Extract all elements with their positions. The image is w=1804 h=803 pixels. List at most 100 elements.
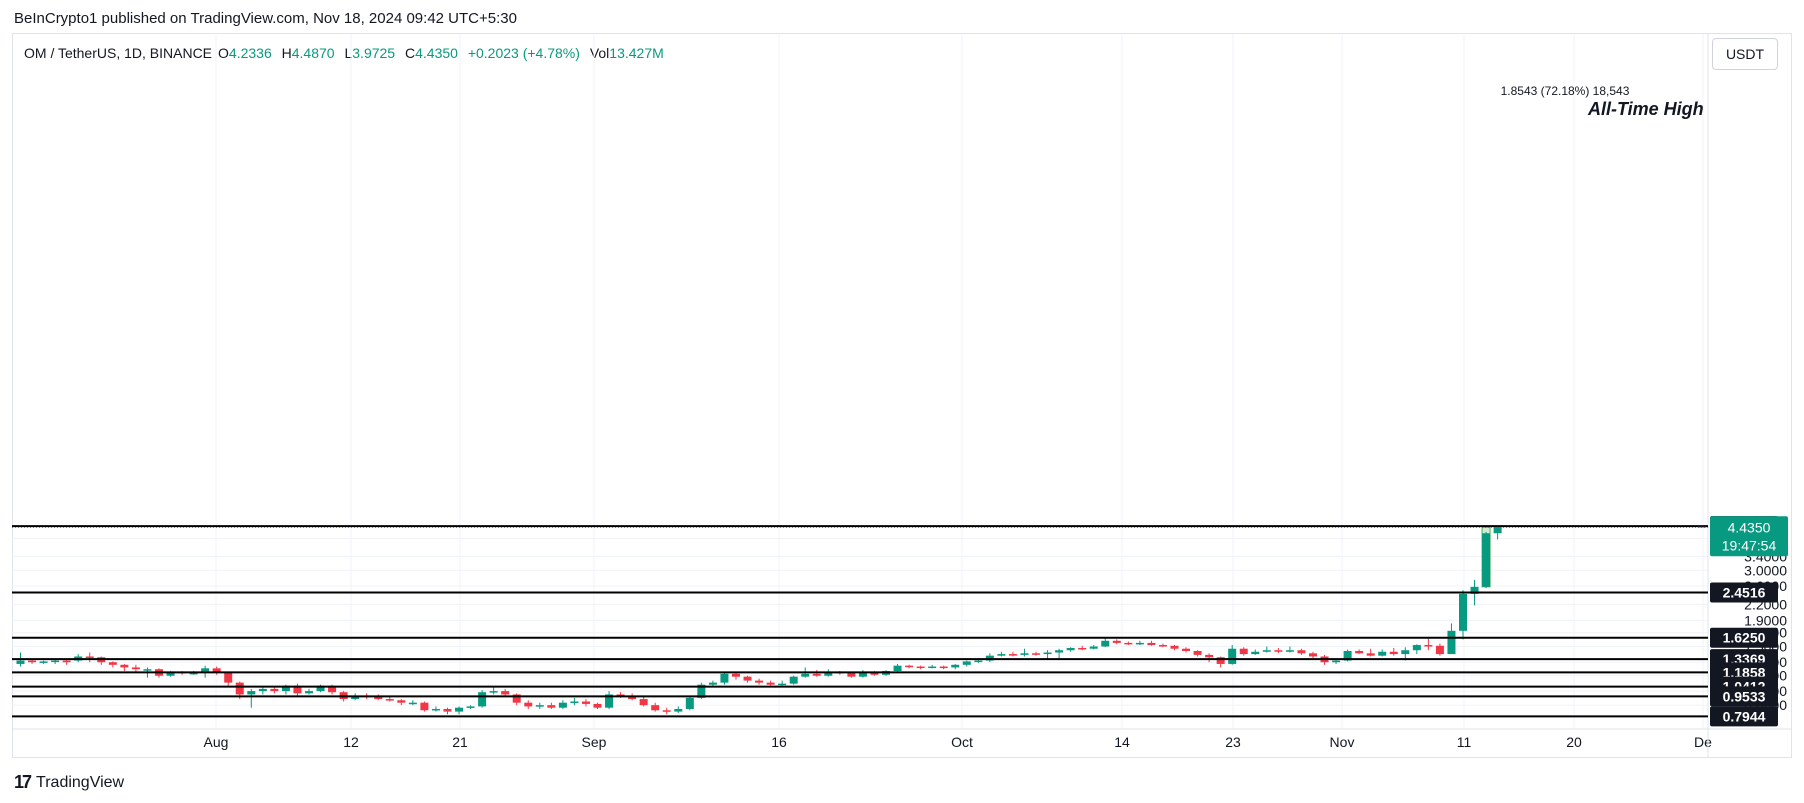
candle-body[interactable] [801, 673, 810, 677]
candle-body[interactable] [1447, 630, 1456, 655]
candle-body[interactable] [535, 705, 544, 707]
candle-body[interactable] [305, 691, 313, 694]
candle-body[interactable] [1147, 642, 1156, 646]
candle-body[interactable] [397, 700, 406, 703]
symbol-name[interactable]: OM / TetherUS, 1D, BINANCE [24, 45, 213, 61]
candle-body[interactable] [1482, 533, 1491, 587]
candle-body[interactable] [455, 707, 464, 712]
candle-body[interactable] [212, 668, 221, 673]
candle-body[interactable] [501, 691, 510, 695]
candle-body[interactable] [743, 676, 752, 681]
candle-body[interactable] [443, 708, 452, 712]
candle-body[interactable] [143, 669, 152, 671]
candle-body[interactable] [605, 694, 614, 708]
candle-body[interactable] [685, 697, 694, 709]
candle-body[interactable] [108, 662, 117, 665]
candle-body[interactable] [1401, 650, 1410, 655]
candle-body[interactable] [1274, 650, 1283, 652]
candle-body[interactable] [39, 661, 48, 663]
candle-body[interactable] [62, 660, 71, 663]
candle-body[interactable] [824, 671, 833, 676]
candle-body[interactable] [951, 664, 960, 668]
candle-body[interactable] [628, 696, 637, 700]
candle-body[interactable] [928, 666, 937, 669]
candle-body[interactable] [697, 684, 706, 698]
candle-body[interactable] [281, 685, 290, 692]
candle-body[interactable] [1008, 654, 1017, 656]
candle-body[interactable] [1366, 653, 1375, 656]
candle-body[interactable] [558, 702, 567, 708]
candle-body[interactable] [962, 661, 971, 665]
candle-body[interactable] [1470, 586, 1479, 594]
candle-body[interactable] [974, 660, 983, 663]
candle-body[interactable] [674, 708, 683, 712]
candle-body[interactable] [1355, 650, 1364, 654]
candle-body[interactable] [1412, 645, 1421, 651]
candle-body[interactable] [1078, 647, 1087, 650]
candle-body[interactable] [512, 694, 521, 703]
candle-body[interactable] [489, 691, 498, 693]
candle-body[interactable] [316, 685, 325, 692]
candle-body[interactable] [651, 705, 660, 711]
candle-body[interactable] [235, 682, 244, 695]
candle-body[interactable] [905, 665, 914, 668]
candle-body[interactable] [547, 705, 556, 708]
candle-body[interactable] [662, 710, 671, 712]
candle-body[interactable] [1262, 650, 1271, 652]
candle-body[interactable] [1378, 651, 1387, 656]
candle-body[interactable] [1135, 642, 1144, 645]
candle-body[interactable] [408, 702, 417, 705]
candle-body[interactable] [1032, 653, 1041, 655]
candle-body[interactable] [858, 671, 867, 677]
candle-body[interactable] [1285, 650, 1294, 652]
candle-body[interactable] [1297, 650, 1306, 654]
candle-body[interactable] [870, 671, 879, 675]
candle-body[interactable] [1020, 653, 1029, 655]
candle-body[interactable] [1112, 640, 1121, 643]
candle-body[interactable] [1066, 647, 1075, 651]
candle-body[interactable] [812, 673, 821, 676]
candle-body[interactable] [85, 656, 94, 658]
candle-body[interactable] [1170, 645, 1179, 649]
candle-body[interactable] [1205, 654, 1214, 658]
candle-body[interactable] [374, 696, 383, 700]
candle-body[interactable] [201, 668, 210, 673]
candle-body[interactable] [639, 699, 648, 706]
candle-body[interactable] [478, 692, 487, 707]
candle-body[interactable] [16, 660, 25, 664]
candle-body[interactable] [328, 685, 337, 693]
candle-body[interactable] [1089, 646, 1098, 649]
candle-body[interactable] [1424, 645, 1433, 647]
candle-body[interactable] [847, 672, 856, 677]
candle-body[interactable] [431, 708, 440, 711]
candle-body[interactable] [1124, 642, 1133, 645]
candle-body[interactable] [28, 660, 37, 663]
candle-body[interactable] [1389, 651, 1398, 655]
candle-body[interactable] [766, 682, 775, 685]
candle-body[interactable] [1239, 648, 1248, 655]
candle-body[interactable] [270, 688, 279, 692]
candle-body[interactable] [1193, 650, 1202, 655]
candle-body[interactable] [1043, 652, 1052, 655]
candle-body[interactable] [51, 660, 60, 663]
candle-body[interactable] [1308, 653, 1317, 657]
candle-body[interactable] [524, 702, 533, 707]
candle-body[interactable] [293, 685, 302, 694]
tradingview-brand[interactable]: 17 TradingView [14, 772, 124, 793]
candle-body[interactable] [939, 666, 948, 669]
candle-body[interactable] [1459, 593, 1467, 631]
candle-body[interactable] [385, 699, 394, 701]
candle-body[interactable] [720, 673, 729, 683]
candle-body[interactable] [755, 680, 764, 683]
candle-body[interactable] [1343, 650, 1352, 661]
candle-body[interactable] [1493, 527, 1502, 534]
candle-body[interactable] [985, 655, 994, 661]
candle-body[interactable] [1251, 651, 1260, 655]
candle-body[interactable] [1158, 645, 1167, 647]
candle-body[interactable] [258, 688, 267, 692]
candle-body[interactable] [997, 654, 1006, 656]
candle-body[interactable] [916, 666, 925, 669]
candle-body[interactable] [189, 672, 198, 675]
candle-body[interactable] [1435, 645, 1444, 655]
candle-body[interactable] [1228, 648, 1237, 664]
